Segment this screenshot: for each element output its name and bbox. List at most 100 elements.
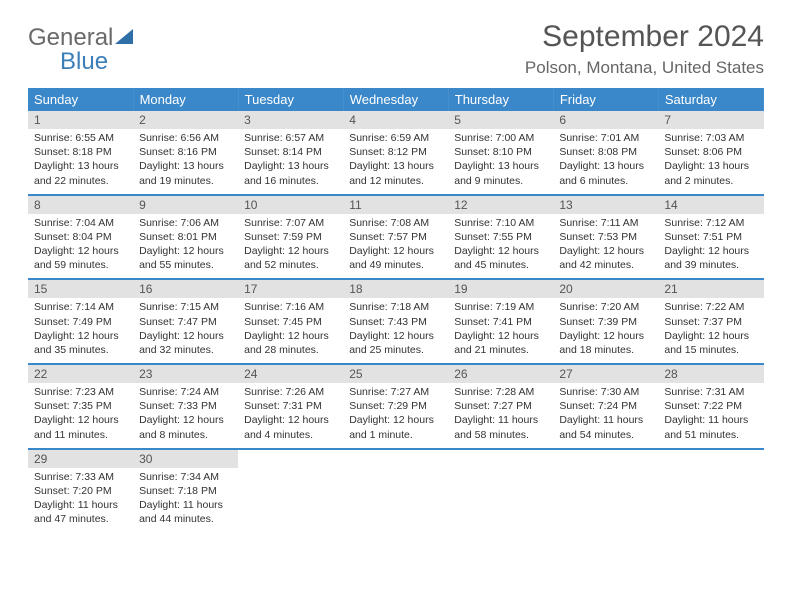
sunrise-text: Sunrise: 7:19 AM <box>454 300 547 314</box>
sunset-text: Sunset: 7:53 PM <box>559 230 652 244</box>
day-number: 25 <box>343 365 448 383</box>
day-number: 24 <box>238 365 343 383</box>
logo-sail-icon <box>115 26 137 50</box>
day-body: Sunrise: 7:34 AMSunset: 7:18 PMDaylight:… <box>133 468 238 533</box>
day-cell: 15Sunrise: 7:14 AMSunset: 7:49 PMDayligh… <box>28 279 133 364</box>
sunset-text: Sunset: 7:22 PM <box>664 399 757 413</box>
day-cell: 17Sunrise: 7:16 AMSunset: 7:45 PMDayligh… <box>238 279 343 364</box>
week-row: 1Sunrise: 6:55 AMSunset: 8:18 PMDaylight… <box>28 111 764 195</box>
daylight-line1: Daylight: 12 hours <box>244 244 337 258</box>
day-number: 26 <box>448 365 553 383</box>
daylight-line2: and 22 minutes. <box>34 174 127 188</box>
sunrise-text: Sunrise: 7:31 AM <box>664 385 757 399</box>
day-number: 3 <box>238 111 343 129</box>
sunrise-text: Sunrise: 7:11 AM <box>559 216 652 230</box>
daylight-line2: and 15 minutes. <box>664 343 757 357</box>
week-row: 8Sunrise: 7:04 AMSunset: 8:04 PMDaylight… <box>28 195 764 280</box>
daylight-line2: and 18 minutes. <box>559 343 652 357</box>
day-cell: 9Sunrise: 7:06 AMSunset: 8:01 PMDaylight… <box>133 195 238 280</box>
day-body: Sunrise: 7:31 AMSunset: 7:22 PMDaylight:… <box>658 383 763 448</box>
day-body: Sunrise: 7:14 AMSunset: 7:49 PMDaylight:… <box>28 298 133 363</box>
daylight-line1: Daylight: 11 hours <box>559 413 652 427</box>
empty-cell: .. <box>448 449 553 533</box>
sunset-text: Sunset: 8:12 PM <box>349 145 442 159</box>
sunrise-text: Sunrise: 7:24 AM <box>139 385 232 399</box>
sunset-text: Sunset: 7:37 PM <box>664 315 757 329</box>
sunset-text: Sunset: 7:43 PM <box>349 315 442 329</box>
day-cell: 16Sunrise: 7:15 AMSunset: 7:47 PMDayligh… <box>133 279 238 364</box>
sunrise-text: Sunrise: 7:01 AM <box>559 131 652 145</box>
day-body: Sunrise: 7:33 AMSunset: 7:20 PMDaylight:… <box>28 468 133 533</box>
sunset-text: Sunset: 7:35 PM <box>34 399 127 413</box>
day-number: 22 <box>28 365 133 383</box>
daylight-line1: Daylight: 13 hours <box>664 159 757 173</box>
daylight-line2: and 59 minutes. <box>34 258 127 272</box>
day-number: 27 <box>553 365 658 383</box>
day-body: Sunrise: 7:23 AMSunset: 7:35 PMDaylight:… <box>28 383 133 448</box>
dayhead-tuesday: Tuesday <box>238 88 343 111</box>
day-cell: 7Sunrise: 7:03 AMSunset: 8:06 PMDaylight… <box>658 111 763 195</box>
daylight-line1: Daylight: 11 hours <box>664 413 757 427</box>
daylight-line2: and 8 minutes. <box>139 428 232 442</box>
sunset-text: Sunset: 8:16 PM <box>139 145 232 159</box>
day-cell: 4Sunrise: 6:59 AMSunset: 8:12 PMDaylight… <box>343 111 448 195</box>
day-cell: 3Sunrise: 6:57 AMSunset: 8:14 PMDaylight… <box>238 111 343 195</box>
sunset-text: Sunset: 7:27 PM <box>454 399 547 413</box>
sunset-text: Sunset: 7:41 PM <box>454 315 547 329</box>
daylight-line1: Daylight: 12 hours <box>664 244 757 258</box>
daylight-line1: Daylight: 12 hours <box>349 329 442 343</box>
daylight-line2: and 19 minutes. <box>139 174 232 188</box>
sunrise-text: Sunrise: 7:30 AM <box>559 385 652 399</box>
day-number: 18 <box>343 280 448 298</box>
daylight-line2: and 6 minutes. <box>559 174 652 188</box>
day-body: Sunrise: 6:55 AMSunset: 8:18 PMDaylight:… <box>28 129 133 194</box>
daylight-line2: and 45 minutes. <box>454 258 547 272</box>
daylight-line2: and 16 minutes. <box>244 174 337 188</box>
daylight-line1: Daylight: 12 hours <box>559 329 652 343</box>
day-cell: 29Sunrise: 7:33 AMSunset: 7:20 PMDayligh… <box>28 449 133 533</box>
day-body: Sunrise: 7:22 AMSunset: 7:37 PMDaylight:… <box>658 298 763 363</box>
daylight-line1: Daylight: 13 hours <box>349 159 442 173</box>
day-cell: 27 Sunrise: 7:30 AMSunset: 7:24 PMDayligh… <box>553 364 658 449</box>
sunrise-text: Sunrise: 6:57 AM <box>244 131 337 145</box>
daylight-line1: Daylight: 12 hours <box>244 413 337 427</box>
sunset-text: Sunset: 7:55 PM <box>454 230 547 244</box>
day-cell: 22Sunrise: 7:23 AMSunset: 7:35 PMDayligh… <box>28 364 133 449</box>
day-number: 10 <box>238 196 343 214</box>
daylight-line2: and 2 minutes. <box>664 174 757 188</box>
daylight-line2: and 49 minutes. <box>349 258 442 272</box>
sunset-text: Sunset: 7:33 PM <box>139 399 232 413</box>
day-number: 29 <box>28 450 133 468</box>
dayhead-monday: Monday <box>133 88 238 111</box>
sunrise-text: Sunrise: 7:08 AM <box>349 216 442 230</box>
sunrise-text: Sunrise: 6:55 AM <box>34 131 127 145</box>
day-body: Sunrise: 7:27 AMSunset: 7:29 PMDaylight:… <box>343 383 448 448</box>
day-number: 2 <box>133 111 238 129</box>
daylight-line1: Daylight: 12 hours <box>139 329 232 343</box>
sunrise-text: Sunrise: 7:06 AM <box>139 216 232 230</box>
day-cell: 11Sunrise: 7:08 AMSunset: 7:57 PMDayligh… <box>343 195 448 280</box>
day-body: Sunrise: 7:03 AMSunset: 8:06 PMDaylight:… <box>658 129 763 194</box>
day-number: 28 <box>658 365 763 383</box>
sunrise-text: Sunrise: 7:27 AM <box>349 385 442 399</box>
sunrise-text: Sunrise: 7:10 AM <box>454 216 547 230</box>
sunset-text: Sunset: 7:18 PM <box>139 484 232 498</box>
day-body: Sunrise: 7:18 AMSunset: 7:43 PMDaylight:… <box>343 298 448 363</box>
sunrise-text: Sunrise: 7:20 AM <box>559 300 652 314</box>
daylight-line2: and 47 minutes. <box>34 512 127 526</box>
daylight-line1: Daylight: 12 hours <box>454 329 547 343</box>
sunset-text: Sunset: 8:08 PM <box>559 145 652 159</box>
day-number: 15 <box>28 280 133 298</box>
sunset-text: Sunset: 7:24 PM <box>559 399 652 413</box>
sunset-text: Sunset: 7:39 PM <box>559 315 652 329</box>
daylight-line2: and 28 minutes. <box>244 343 337 357</box>
day-cell: 1Sunrise: 6:55 AMSunset: 8:18 PMDaylight… <box>28 111 133 195</box>
month-title: September 2024 <box>525 20 764 54</box>
daylight-line1: Daylight: 13 hours <box>454 159 547 173</box>
day-cell: 18Sunrise: 7:18 AMSunset: 7:43 PMDayligh… <box>343 279 448 364</box>
day-cell: 26Sunrise: 7:28 AMSunset: 7:27 PMDayligh… <box>448 364 553 449</box>
day-body: Sunrise: 7:26 AMSunset: 7:31 PMDaylight:… <box>238 383 343 448</box>
sunrise-text: Sunrise: 6:56 AM <box>139 131 232 145</box>
empty-cell: .. <box>238 449 343 533</box>
day-number: 23 <box>133 365 238 383</box>
